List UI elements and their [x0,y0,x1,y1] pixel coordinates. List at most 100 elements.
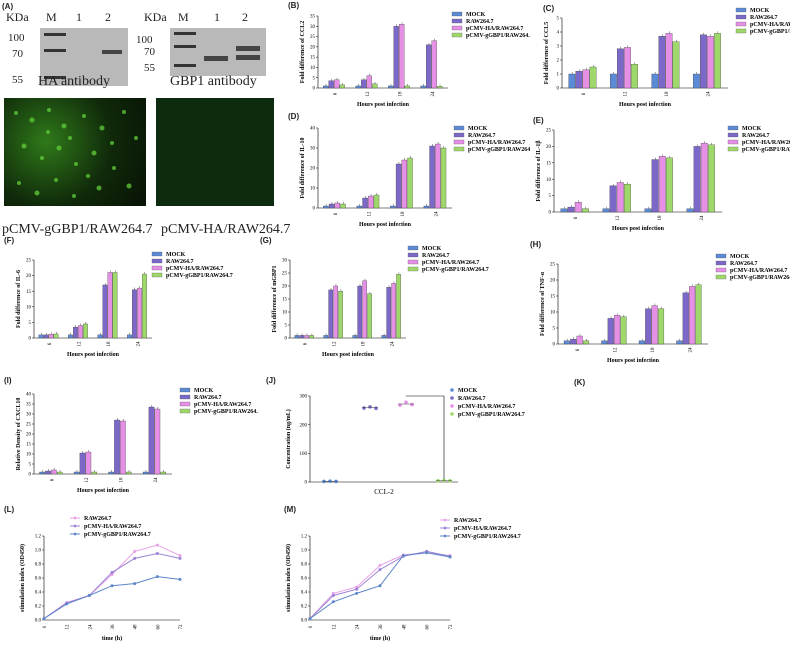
legend-label: pCMV-gGBP1/RAW264.7 [750,29,790,35]
legend-swatch [735,28,747,34]
legend-swatch [179,408,191,414]
bar [294,335,300,339]
marker-100: 100 [8,32,25,44]
y-tick-label: 0.4 [35,591,42,596]
y-tick-label: 0.6 [301,577,308,582]
y-tick-label: 35 [26,403,32,408]
bar [420,85,426,89]
bar [401,159,407,209]
x-tick-label: 24 [154,477,159,483]
y-tick-label: 0 [29,337,32,342]
y-tick-label: 10 [550,311,556,316]
x-tick-label: 18 [119,477,124,483]
panel-label-g: (G) [260,236,272,245]
bar [107,272,113,339]
y-tick-label: 4 [557,31,560,36]
micrograph-gbp1 [4,98,146,206]
bar [423,205,430,209]
bar [682,292,689,345]
legend-swatch [715,260,727,266]
y-axis-title: stimulation index (OD450) [285,544,292,612]
bar [334,202,340,209]
bar [333,285,338,339]
legend-label: pCMV-gGBP1/RAW264.7 [742,147,790,153]
micrograph-cells [14,108,138,198]
bar [114,419,120,475]
legend-swatch [151,258,163,264]
legend-swatch [179,394,191,400]
bar [644,208,652,213]
y-tick-label: 15 [546,161,552,166]
legend-swatch [451,18,463,24]
panel-label-e: (E) [533,116,544,125]
legend-swatch [453,132,465,138]
y-tick-label: 5 [285,324,288,329]
bar [624,47,631,89]
series-point [42,617,46,621]
x-tick-label: 0 [43,625,48,628]
bar [631,64,638,89]
x-tick-label: 6 [582,92,587,95]
blot-ha: KDa M 1 2 100 70 55 [4,10,129,90]
series-point [355,591,359,595]
legend-label: MOCK [466,12,486,18]
bar [78,325,83,339]
y-axis-title: Fold difference of TNF-α [540,271,546,336]
x-axis-title: Hours post infection [607,358,660,364]
legend-label: pCMV-gGBP1/RAW264.7 [458,412,525,418]
series-point [378,563,382,567]
y-tick-label: 10 [310,66,316,71]
bar [373,194,380,209]
legend-label: RAW264.7 [84,516,112,522]
bar [617,48,624,89]
y-tick-label: 0 [313,207,316,212]
bar [426,44,432,89]
bar [563,340,570,345]
blot-gbp1: KDa M 1 2 100 70 55 [136,10,267,90]
y-tick-label: 40 [26,393,32,398]
legend-label: pCMV-HA/RAW264.7 [166,266,223,272]
x-tick-label: 24 [434,211,439,217]
legend-label: pCMV-HA/RAW264.7 [468,140,525,146]
bar [362,197,368,209]
panel-label-j: (J) [266,376,276,385]
bar [395,163,402,209]
marker-70: 70 [12,48,23,60]
bar [73,326,78,339]
legend-swatch [715,274,727,280]
bar [560,208,568,213]
chart-d-il10: 0 10 20 30 40 6 12 18 24 Hours post infection Fold… [300,125,530,228]
panel-label-a: (A) [2,2,14,11]
panel-label-h: (H) [530,240,542,249]
series-point [425,551,429,555]
y-tick-label: 1 [557,73,560,78]
legend-label: pCMV-HA/RAW264.7 [422,260,479,266]
bar [112,272,118,339]
bar [575,71,583,89]
x-tick-label: 6 [50,478,55,481]
x-tick-label: 12 [367,211,372,217]
x-axis-title: Hours post infection [612,226,665,232]
lane-2-label: 2 [242,10,248,24]
bar [672,41,680,89]
legend-swatch [179,401,191,407]
legend-label: RAW264.7 [422,253,450,259]
bar [607,318,614,345]
legend-label: MOCK [730,254,750,260]
bar [79,452,86,475]
y-tick-label: 30 [310,147,316,152]
x-tick-label: 36 [379,624,384,630]
y-tick-label: 0 [285,337,288,342]
bar [614,315,621,345]
series-point [378,584,382,588]
bar [91,471,98,475]
chart-h-tnfa: 0 5 10 15 20 25 6 12 18 24 Hours post infection Fol… [540,253,790,364]
y-axis-title: Concentration (ng/mL) [285,409,292,469]
bar [689,286,696,345]
legend-label: pCMV-gGBP1/RAW264.7 [194,409,258,415]
bar [570,339,577,345]
x-axis-title: Hours post infection [619,102,672,108]
legend-swatch [407,245,419,251]
x-tick-label: 48 [402,624,407,630]
chart-l-stimulation: 0.0 0.2 0.4 0.6 0.8 1.0 1.2 0 12 24 36 48 60 72 time (… [19,516,184,642]
